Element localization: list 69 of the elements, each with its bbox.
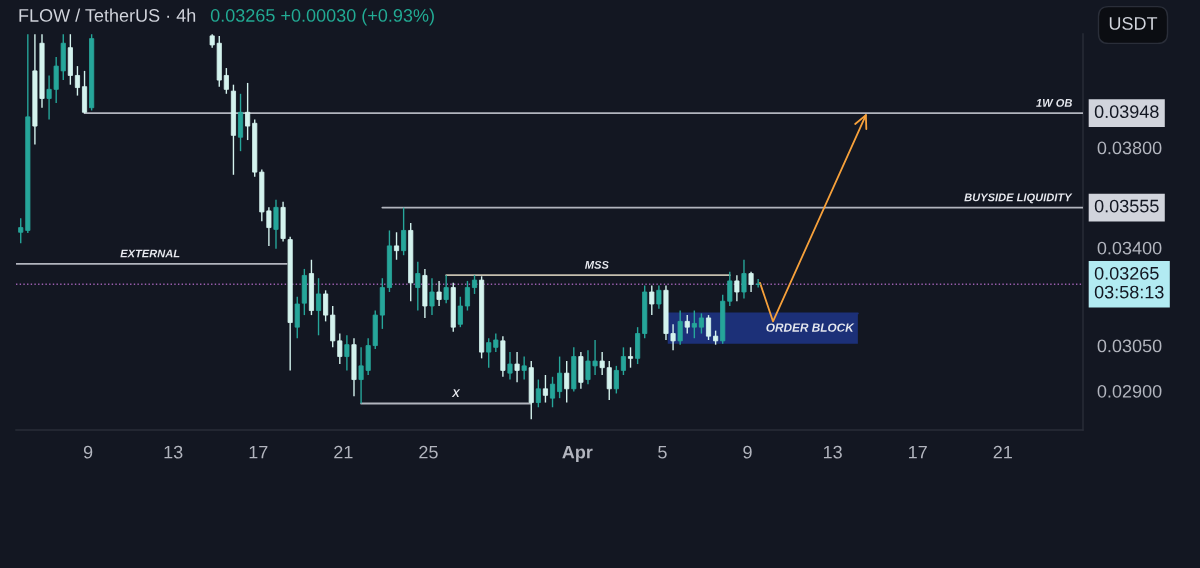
candlestick: [727, 270, 733, 307]
chart-subtitle: 0.03265 +0.00030 (+0.93%): [210, 8, 434, 26]
candlestick: [486, 337, 492, 369]
candlestick: [344, 334, 350, 372]
y-tick-label: 0.03800: [1097, 141, 1162, 155]
y-tick-label: 0.03400: [1097, 241, 1162, 255]
candlestick: [755, 278, 761, 289]
annotation: EXTERNAL: [120, 249, 180, 258]
candlestick: [557, 355, 563, 399]
candlestick: [294, 296, 300, 339]
candlestick: [401, 206, 407, 256]
candlestick: [315, 277, 322, 336]
candlestick: [464, 280, 470, 312]
x-tick-label: 5: [658, 445, 667, 459]
data-label: 0.03555: [1094, 199, 1159, 213]
candlestick: [691, 309, 697, 339]
candlestick: [542, 374, 548, 404]
candlestick: [613, 365, 619, 395]
candlestick: [223, 67, 229, 95]
candlestick: [649, 284, 655, 316]
x-tick-label: 21: [993, 445, 1012, 459]
series-label: ORDER BLOCK: [766, 323, 855, 332]
x-tick-label: Apr: [562, 445, 593, 463]
data-label: 0.03948: [1094, 105, 1159, 119]
candlestick: [393, 231, 400, 261]
x-tick-label: 13: [823, 445, 842, 459]
candlestick: [564, 360, 570, 404]
candlestick: [273, 199, 279, 250]
candlestick: [698, 312, 704, 335]
candlestick: [337, 332, 343, 365]
candlestick: [493, 332, 499, 353]
candlestick: [627, 346, 634, 369]
candlestick: [245, 82, 251, 141]
x-tick-label: 17: [909, 445, 927, 459]
candlestick: [457, 296, 463, 328]
y-tick-label: 0.02900: [1097, 384, 1162, 398]
candlestick: [535, 378, 541, 408]
candlestick: [741, 259, 747, 300]
x-tick-label: 25: [419, 445, 438, 459]
y-axis-title: USDT: [1109, 17, 1158, 30]
candlestick: [514, 351, 520, 384]
x-tick-label: 9: [743, 445, 752, 459]
annotation: BUYSIDE LIQUIDITY: [964, 193, 1073, 204]
candlestick: [415, 260, 421, 312]
candlestick: [443, 274, 449, 304]
candlestick: [677, 309, 683, 346]
candlestick: [521, 355, 527, 381]
candlestick: [684, 314, 690, 335]
chart-title: FLOW / TetherUS · 4h: [19, 8, 196, 22]
x-tick-label: 17: [249, 445, 268, 459]
candlestick: [734, 274, 740, 302]
candlestick: [705, 314, 712, 341]
candlestick: [748, 270, 754, 293]
candlestick: [507, 351, 513, 381]
candlestick: [436, 280, 442, 307]
candlestick: [323, 289, 329, 323]
x-tick-label: 13: [164, 445, 183, 459]
annotation: 1W OB: [1036, 98, 1072, 107]
candlestick: [471, 274, 478, 295]
y-tick-label: 0.03050: [1097, 339, 1162, 353]
candlestick: [429, 277, 435, 316]
candlestick: [549, 376, 556, 408]
annotation: MSS: [585, 260, 609, 269]
candlestick: [620, 346, 626, 376]
candlestick: [656, 284, 662, 310]
x-tick-label: 21: [334, 445, 353, 459]
ref-line-label: 0.03265 03:58:13: [1094, 266, 1164, 299]
annotation: X: [451, 389, 461, 398]
x-tick-label: 9: [83, 445, 93, 459]
